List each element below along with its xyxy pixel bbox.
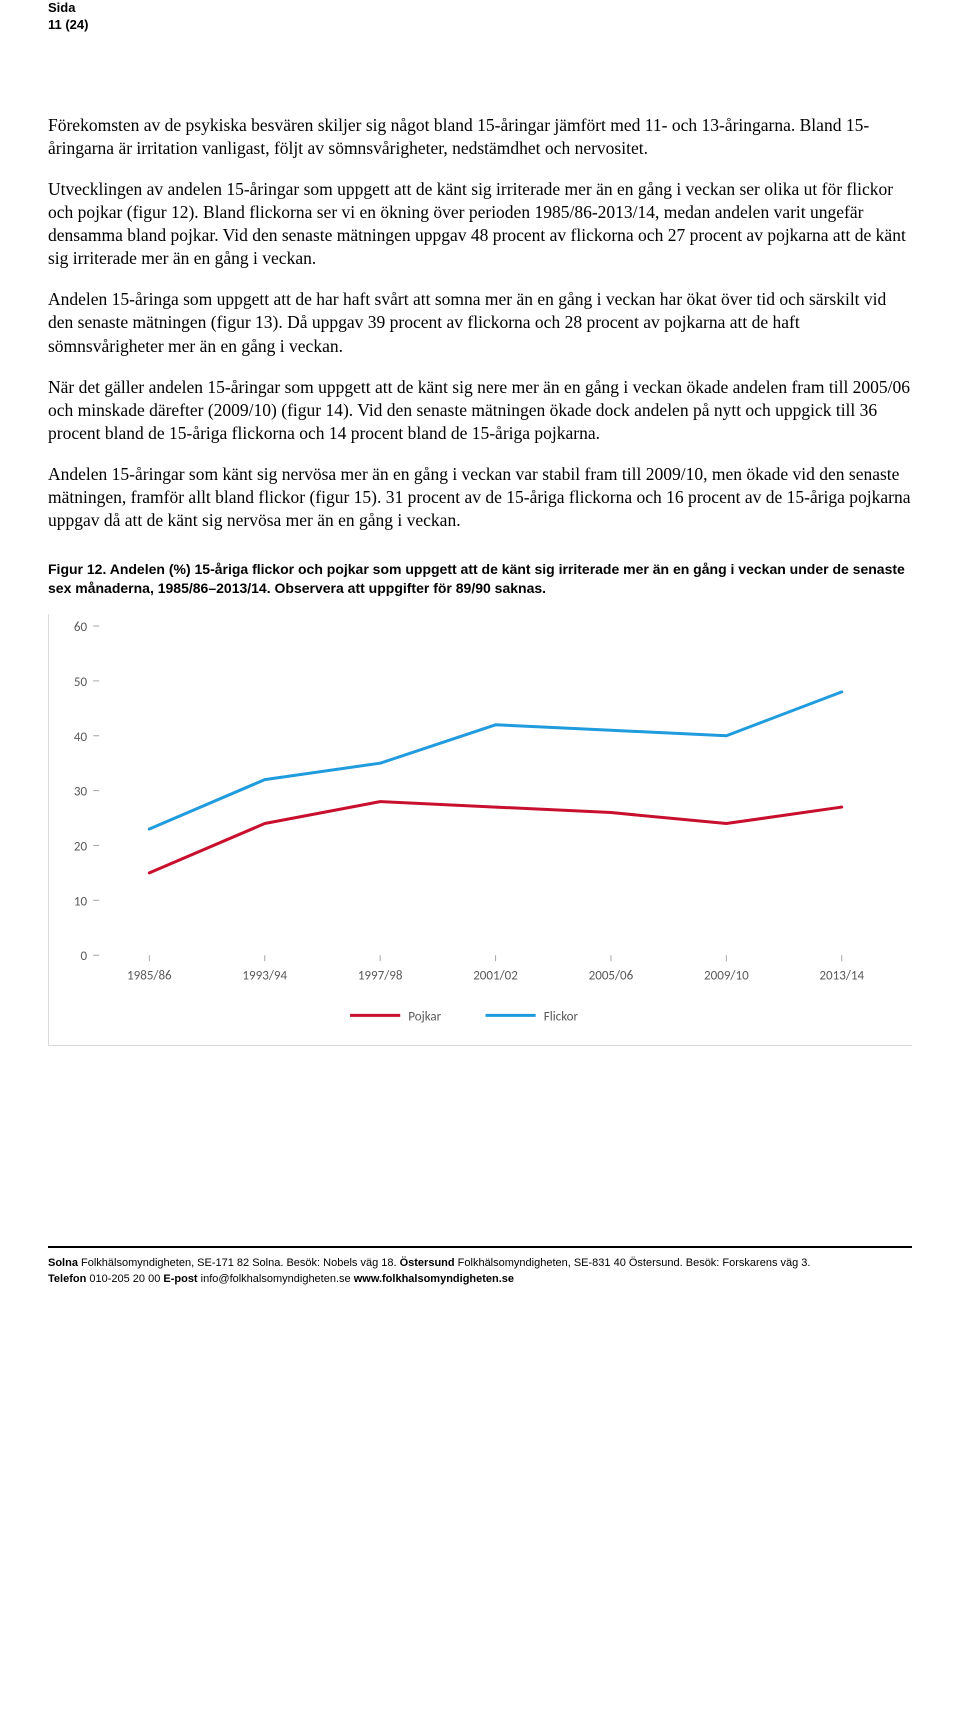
footer-solna-label: Solna: [48, 1257, 78, 1269]
page-label: Sida: [48, 0, 912, 17]
svg-text:2009/10: 2009/10: [704, 967, 749, 983]
svg-text:60: 60: [74, 619, 88, 635]
footer-line-2: Telefon 010-205 20 00 E-post info@folkha…: [48, 1272, 912, 1288]
page-header: Sida 11 (24): [48, 0, 912, 34]
svg-text:2005/06: 2005/06: [589, 967, 634, 983]
paragraph-4: När det gäller andelen 15-åringar som up…: [48, 376, 912, 445]
footer-ostersund-label: Östersund: [400, 1257, 455, 1269]
svg-text:1997/98: 1997/98: [358, 967, 403, 983]
paragraph-5: Andelen 15-åringar som känt sig nervösa …: [48, 463, 912, 532]
footer-phone-label: Telefon: [48, 1273, 86, 1285]
svg-text:2013/14: 2013/14: [819, 967, 864, 983]
line-chart: 0 10 20 30 40 50 60 1985/86 1993/94 1997/98 2001/0…: [48, 614, 912, 1047]
svg-text:0: 0: [81, 948, 88, 964]
footer-line-1: Solna Folkhälsomyndigheten, SE-171 82 So…: [48, 1256, 912, 1272]
page-number: 11 (24): [48, 17, 912, 34]
paragraph-2: Utvecklingen av andelen 15-åringar som u…: [48, 178, 912, 270]
footer-solna-text: Folkhälsomyndigheten, SE-171 82 Solna. B…: [78, 1257, 400, 1269]
svg-text:1993/94: 1993/94: [242, 967, 287, 983]
chart-svg: 0 10 20 30 40 50 60 1985/86 1993/94 1997/98 2001/0…: [49, 614, 912, 1046]
svg-text:20: 20: [74, 838, 88, 854]
svg-text:10: 10: [74, 893, 88, 909]
svg-text:50: 50: [74, 674, 88, 690]
footer-email-text: info@folkhalsomyndigheten.se: [198, 1273, 354, 1285]
svg-text:Pojkar: Pojkar: [408, 1008, 441, 1024]
footer-website: www.folkhalsomyndigheten.se: [354, 1273, 514, 1285]
footer-phone-text: 010-205 20 00: [86, 1273, 163, 1285]
figure-caption: Figur 12. Andelen (%) 15-åriga flickor o…: [48, 560, 912, 598]
footer-ostersund-text: Folkhälsomyndigheten, SE-831 40 Östersun…: [455, 1257, 811, 1269]
paragraph-1: Förekomsten av de psykiska besvären skil…: [48, 114, 912, 160]
page-footer: Solna Folkhälsomyndigheten, SE-171 82 So…: [0, 1246, 960, 1300]
svg-text:Flickor: Flickor: [544, 1008, 579, 1024]
footer-email-label: E-post: [163, 1273, 197, 1285]
svg-text:1985/86: 1985/86: [127, 967, 172, 983]
footer-rule: [48, 1246, 912, 1248]
svg-text:30: 30: [74, 784, 88, 800]
body-text: Förekomsten av de psykiska besvären skil…: [48, 114, 912, 532]
svg-text:2001/02: 2001/02: [473, 967, 518, 983]
svg-text:40: 40: [74, 729, 88, 745]
paragraph-3: Andelen 15-åringa som uppgett att de har…: [48, 288, 912, 357]
